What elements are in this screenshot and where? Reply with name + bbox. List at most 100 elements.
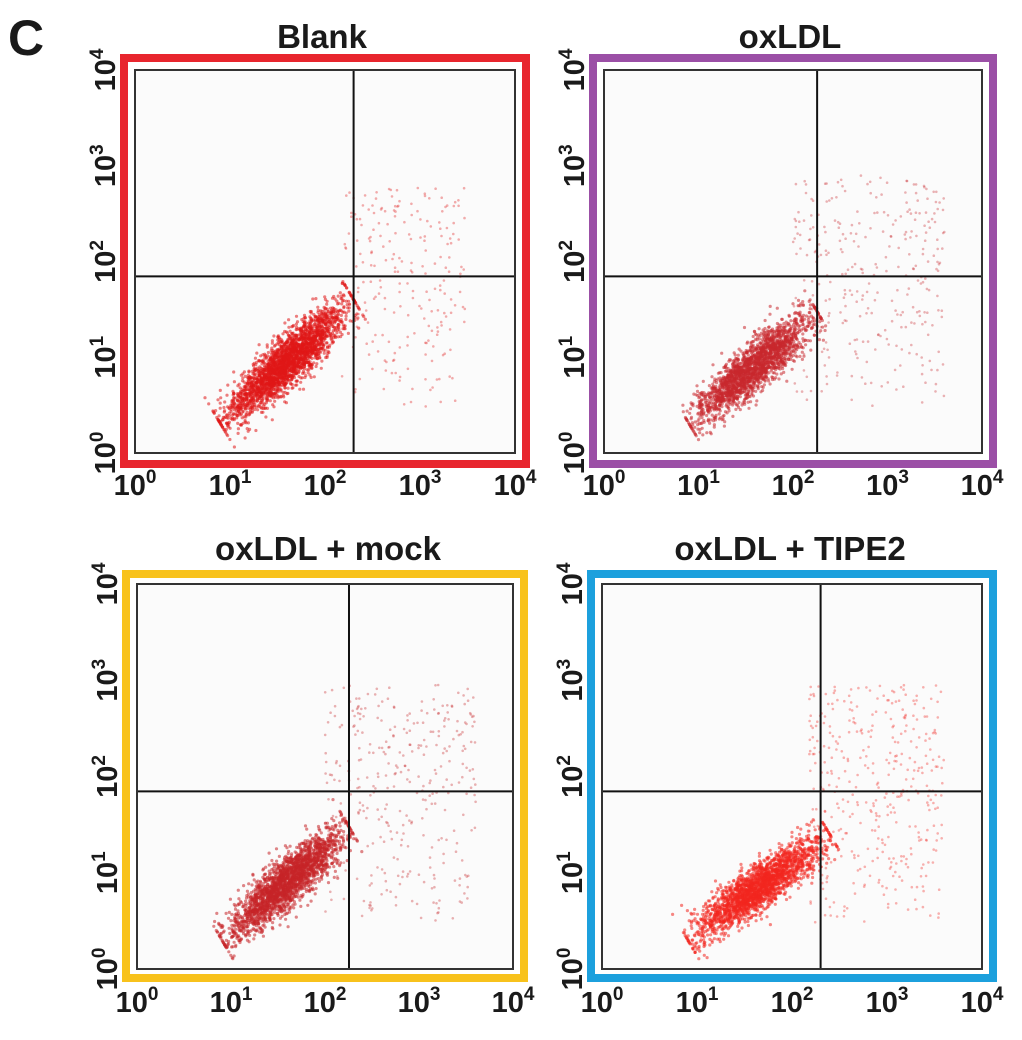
population-point — [291, 323, 296, 328]
diffuse-point — [927, 220, 930, 223]
diffuse-point — [886, 381, 890, 384]
population-point — [716, 397, 720, 401]
population-point — [292, 349, 297, 353]
population-point — [326, 351, 330, 355]
population-point — [338, 291, 342, 295]
population-point — [729, 369, 734, 373]
diffuse-point — [350, 215, 353, 218]
population-point — [698, 414, 702, 418]
population-point — [706, 404, 710, 408]
population-point — [258, 369, 262, 373]
population-point — [821, 338, 826, 342]
population-point — [273, 362, 278, 366]
population-point — [308, 309, 312, 314]
population-point — [238, 413, 242, 417]
population-point — [293, 372, 297, 376]
population-point — [751, 334, 755, 339]
population-point — [337, 309, 341, 313]
population-point — [301, 346, 305, 350]
population-point — [749, 400, 753, 404]
population-point — [269, 377, 273, 381]
population-point — [277, 376, 281, 380]
population-point — [336, 335, 340, 339]
population-point — [794, 336, 799, 340]
population-point — [315, 362, 319, 366]
population-point — [768, 304, 772, 308]
population-point — [319, 337, 323, 341]
population-point — [216, 418, 220, 422]
population-point — [230, 416, 234, 420]
population-point — [777, 355, 781, 359]
population-point — [742, 325, 747, 330]
population-point — [720, 351, 724, 355]
diffuse-point — [453, 399, 457, 403]
population-point — [316, 317, 320, 321]
diffuse-point — [425, 290, 428, 294]
population-point — [302, 323, 306, 327]
population-point — [236, 421, 240, 425]
y-tick-label: 101 — [87, 335, 122, 378]
population-point — [301, 387, 306, 391]
population-point — [790, 350, 794, 354]
population-point — [712, 395, 717, 399]
population-point — [218, 421, 222, 425]
diffuse-point — [449, 348, 452, 352]
population-point — [776, 346, 780, 350]
population-point — [203, 396, 207, 400]
population-point — [232, 370, 236, 374]
population-point — [733, 375, 737, 379]
population-point — [304, 344, 308, 348]
diffuse-point — [381, 333, 384, 337]
population-point — [740, 374, 744, 378]
population-point — [713, 403, 717, 407]
population-point — [738, 395, 742, 399]
population-point — [265, 399, 269, 403]
population-point — [323, 348, 327, 352]
population-point — [331, 325, 335, 329]
population-point — [341, 327, 345, 331]
population-point — [747, 406, 751, 410]
population-point — [319, 342, 323, 346]
population-point — [779, 331, 783, 335]
population-point — [746, 340, 750, 344]
population-point — [724, 404, 728, 408]
population-point — [756, 380, 761, 384]
population-point — [293, 345, 297, 349]
population-point — [720, 378, 724, 382]
diffuse-point — [810, 307, 814, 311]
diffuse-point — [915, 234, 918, 238]
population-point — [258, 365, 262, 369]
population-point — [244, 404, 248, 408]
population-point — [216, 398, 220, 402]
diffuse-point — [403, 220, 406, 224]
population-point — [759, 345, 763, 349]
diffuse-point — [367, 353, 371, 356]
population-point — [322, 321, 326, 325]
population-point — [783, 325, 787, 329]
population-point — [285, 354, 289, 358]
population-point — [249, 391, 253, 395]
population-point — [311, 331, 315, 335]
population-point — [319, 309, 323, 313]
population-point — [801, 339, 806, 343]
population-point — [329, 306, 333, 310]
population-point — [736, 362, 740, 366]
population-point — [696, 438, 701, 442]
population-point — [211, 409, 215, 413]
population-point — [291, 340, 295, 344]
diffuse-point — [392, 311, 396, 314]
population-point — [265, 345, 269, 349]
diffuse-point — [462, 268, 466, 271]
population-point — [767, 333, 771, 337]
population-point — [277, 336, 281, 340]
diffuse-point — [440, 324, 443, 327]
population-point — [736, 353, 740, 357]
diffuse-point — [393, 270, 397, 274]
population-point — [294, 322, 298, 326]
population-point — [782, 352, 786, 356]
diffuse-point — [424, 378, 427, 381]
population-point — [763, 357, 767, 361]
population-point — [714, 378, 718, 383]
population-point — [823, 328, 827, 333]
diffuse-point — [452, 221, 456, 225]
